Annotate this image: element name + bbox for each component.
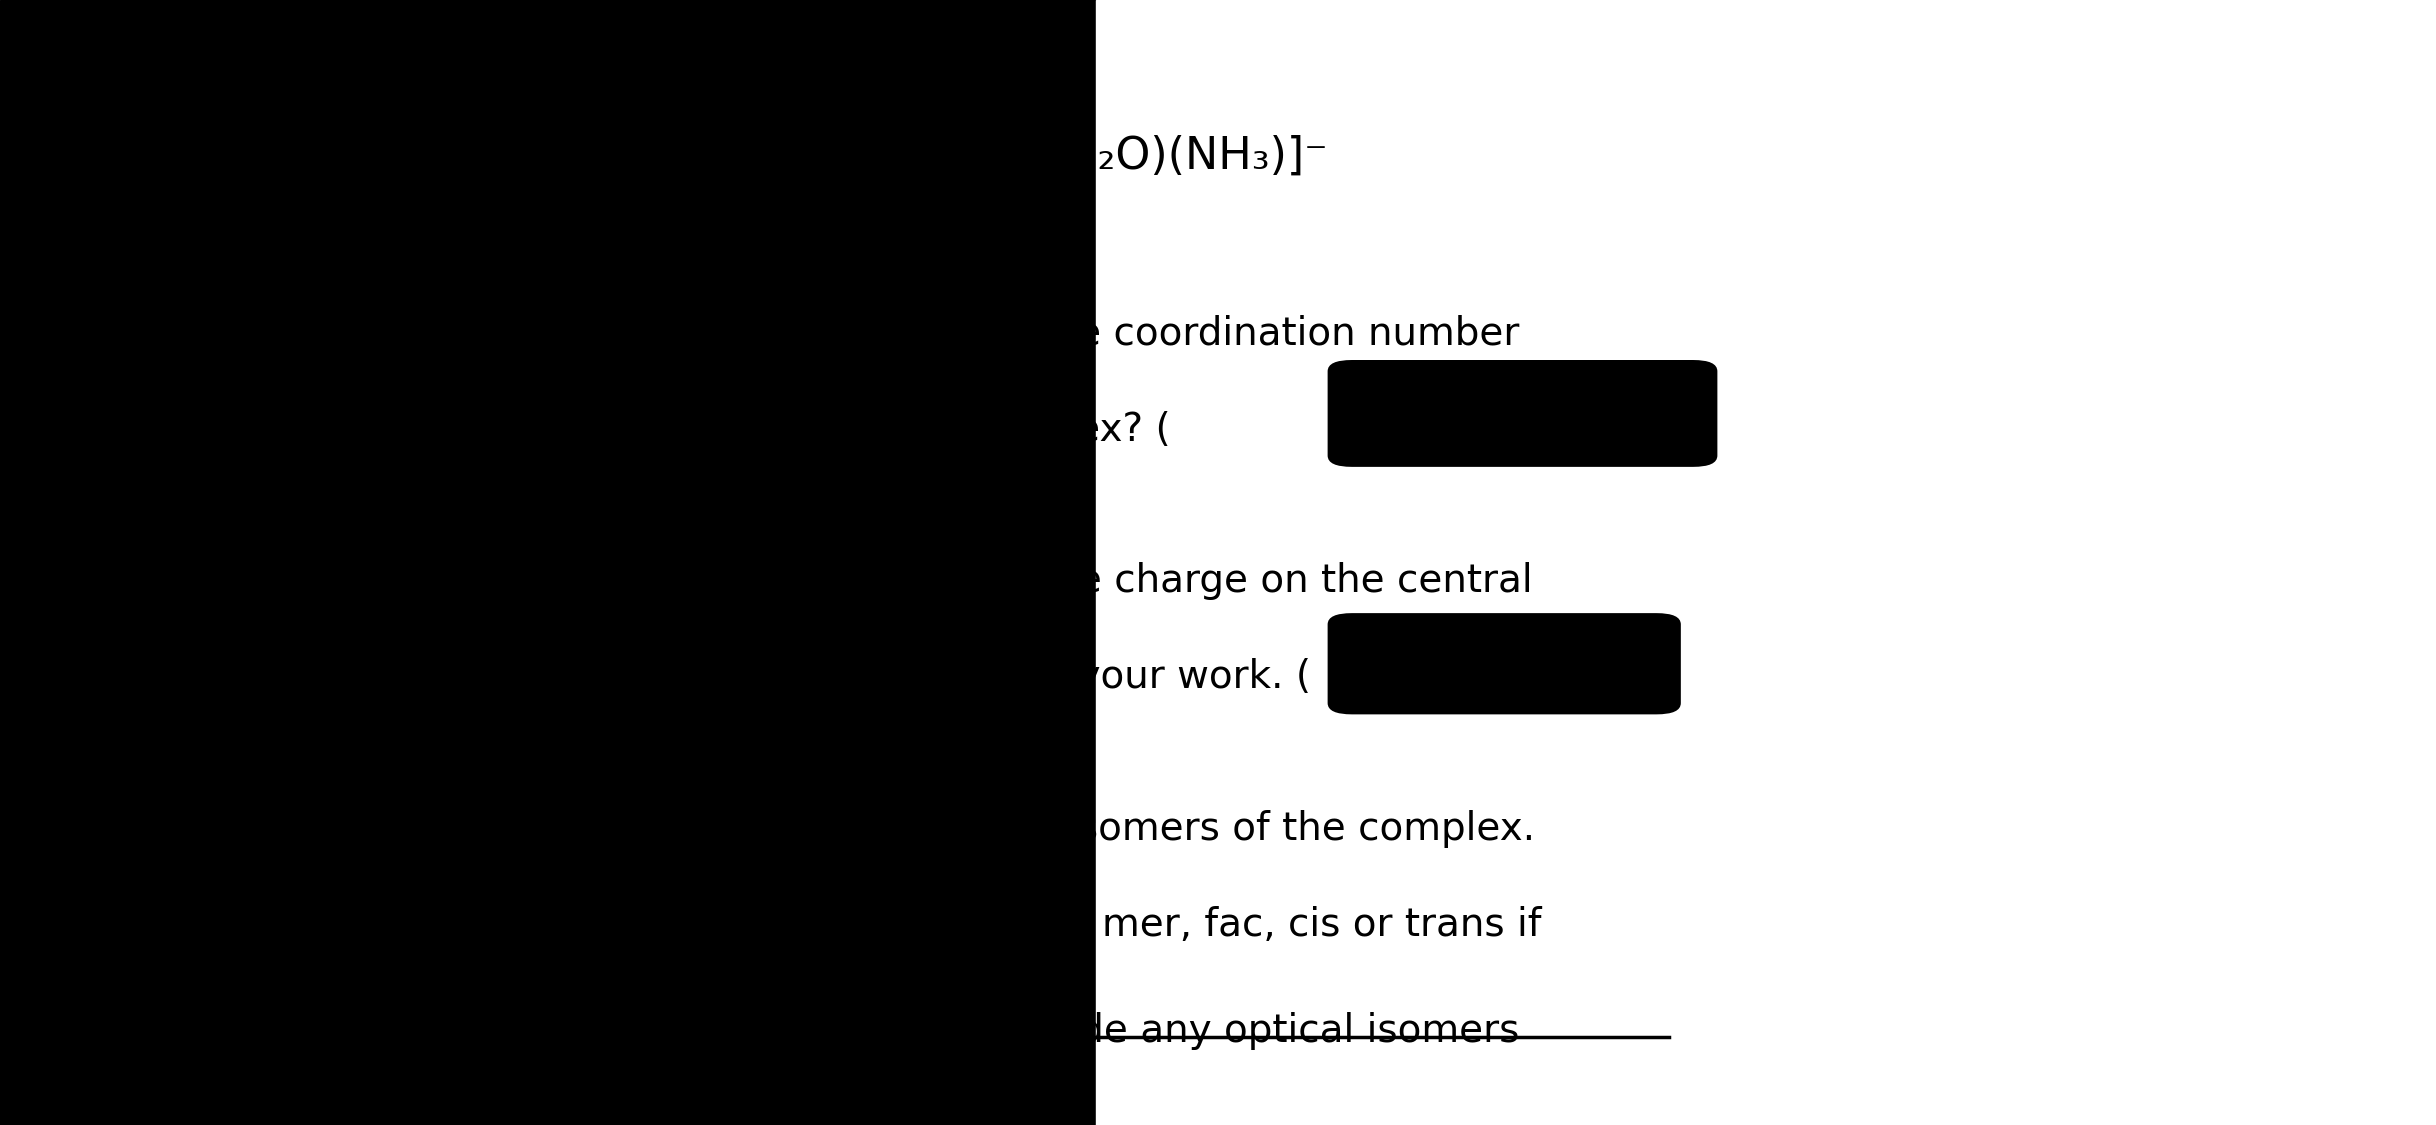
Text: b.) What is the charge on the central: b.) What is the charge on the central bbox=[816, 562, 1532, 601]
FancyBboxPatch shape bbox=[1328, 613, 1681, 714]
Bar bbox=[1096, 0, 2436, 1125]
Text: Use the terms mer, fac, cis or trans if: Use the terms mer, fac, cis or trans if bbox=[816, 906, 1542, 944]
Text: metal? Show your work. (: metal? Show your work. ( bbox=[816, 658, 1311, 696]
Text: a.) What is the coordination number: a.) What is the coordination number bbox=[816, 315, 1520, 353]
Text: [Cu(C₂O₄)₂(H₂O)(NH₃)]⁻: [Cu(C₂O₄)₂(H₂O)(NH₃)]⁻ bbox=[816, 135, 1328, 178]
Text: c.) Draw the isomers of the complex.: c.) Draw the isomers of the complex. bbox=[816, 810, 1535, 848]
FancyBboxPatch shape bbox=[1328, 360, 1717, 467]
Text: needed. Include any optical isomers: needed. Include any optical isomers bbox=[816, 1012, 1520, 1051]
Bar bbox=[0, 0, 1096, 1125]
Text: for the complex? (: for the complex? ( bbox=[816, 411, 1172, 449]
